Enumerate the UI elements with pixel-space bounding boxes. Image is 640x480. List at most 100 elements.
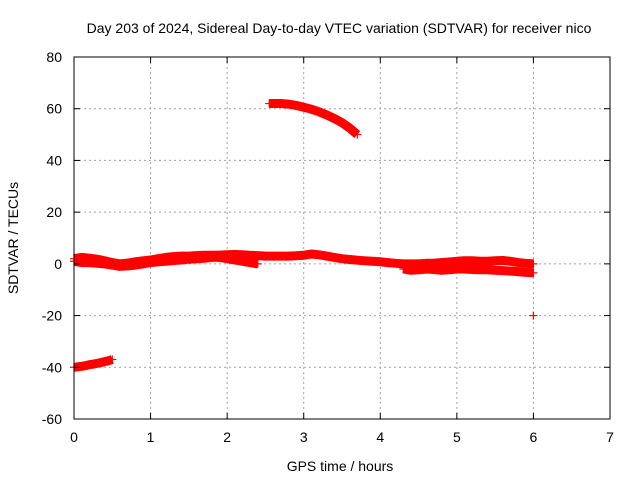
series-track-near-zero-lower — [70, 252, 262, 271]
data-point — [238, 257, 247, 266]
x-tick-label: 2 — [223, 429, 231, 445]
series-isolated-point — [529, 311, 538, 320]
data-point — [292, 101, 301, 110]
data-point — [506, 257, 515, 266]
data-point — [338, 254, 346, 263]
data-point — [307, 250, 316, 259]
y-tick-label: -60 — [42, 411, 62, 427]
data-point — [429, 265, 438, 274]
axes: 0 1 2 3 4 5 6 7 -60 -40 -20 0 20 40 60 80 — [42, 49, 614, 445]
data-point — [299, 103, 308, 112]
x-tick-label: 6 — [530, 429, 538, 445]
data-point — [169, 256, 178, 265]
data-point — [123, 261, 132, 270]
y-tick-label: 40 — [46, 152, 62, 168]
data-point — [307, 105, 316, 114]
data-point — [483, 257, 492, 266]
data-point — [529, 268, 538, 277]
data-point — [360, 256, 369, 265]
data-point — [115, 262, 124, 271]
data-point — [460, 256, 469, 265]
chart-title: Day 203 of 2024, Sidereal Day-to-day VTE… — [87, 20, 592, 36]
data-point — [338, 118, 346, 127]
data-point — [253, 251, 262, 260]
data-point — [345, 255, 354, 264]
data-point — [475, 265, 484, 274]
data-point — [261, 252, 270, 261]
y-tick-label: 60 — [46, 101, 62, 117]
data-point — [468, 265, 477, 274]
data-point — [246, 251, 255, 260]
data-point — [230, 255, 239, 264]
data-point — [345, 124, 354, 133]
data-point — [529, 259, 538, 268]
data-point — [177, 255, 186, 264]
data-point — [92, 359, 101, 368]
data-point — [498, 256, 507, 265]
data-point — [146, 258, 155, 267]
data-point — [108, 355, 117, 364]
data-point — [131, 261, 140, 270]
data-point — [521, 259, 530, 268]
x-tick-label: 3 — [300, 429, 308, 445]
data-point — [491, 256, 500, 265]
data-point — [154, 257, 163, 266]
grid — [74, 57, 610, 419]
data-point — [376, 257, 385, 266]
data-point — [253, 259, 262, 268]
data-point — [445, 265, 454, 274]
x-tick-label: 5 — [453, 429, 461, 445]
data-point — [246, 258, 255, 267]
data-point — [223, 254, 232, 263]
data-point — [330, 253, 339, 262]
series-track-high — [265, 99, 362, 139]
data-point — [292, 251, 301, 260]
data-point — [284, 100, 293, 109]
y-tick-label: 20 — [46, 204, 62, 220]
data-point — [521, 268, 530, 277]
data-point — [108, 261, 117, 270]
y-tick-label: -20 — [42, 308, 62, 324]
data-point — [269, 252, 278, 261]
y-tick-label: -40 — [42, 359, 62, 375]
data-point — [475, 257, 484, 266]
data-point — [514, 267, 523, 276]
data-point — [491, 266, 500, 275]
data-point — [498, 266, 507, 275]
data-point — [138, 259, 147, 268]
series-band — [268, 99, 361, 139]
plot-frame — [73, 56, 611, 420]
data-point — [437, 266, 446, 275]
data-point — [460, 265, 469, 274]
data-point — [81, 361, 90, 370]
data-point — [104, 356, 113, 365]
data-point — [100, 357, 109, 366]
data-point — [452, 265, 461, 274]
data-point — [452, 257, 461, 266]
data-point — [100, 259, 109, 268]
data-point — [514, 258, 523, 267]
data-point — [445, 258, 454, 267]
data-point — [299, 251, 308, 260]
data-point — [422, 265, 431, 274]
data-point — [85, 258, 94, 267]
data-layer — [70, 99, 538, 372]
data-point — [96, 358, 105, 367]
data-point — [77, 258, 86, 267]
x-tick-label: 1 — [147, 429, 155, 445]
data-point — [468, 256, 477, 265]
data-point — [215, 253, 224, 262]
data-point — [161, 257, 170, 266]
data-point — [322, 252, 331, 261]
y-axis-label: SDTVAR / TECUs — [5, 182, 21, 294]
y-tick-label: 80 — [46, 49, 62, 65]
data-point — [184, 255, 193, 264]
series-track-late-negative — [399, 264, 538, 278]
x-tick-label: 7 — [606, 429, 614, 445]
data-point — [414, 265, 423, 274]
data-point — [276, 252, 285, 261]
data-point — [200, 254, 209, 263]
data-point — [391, 259, 400, 268]
data-point — [330, 114, 339, 123]
